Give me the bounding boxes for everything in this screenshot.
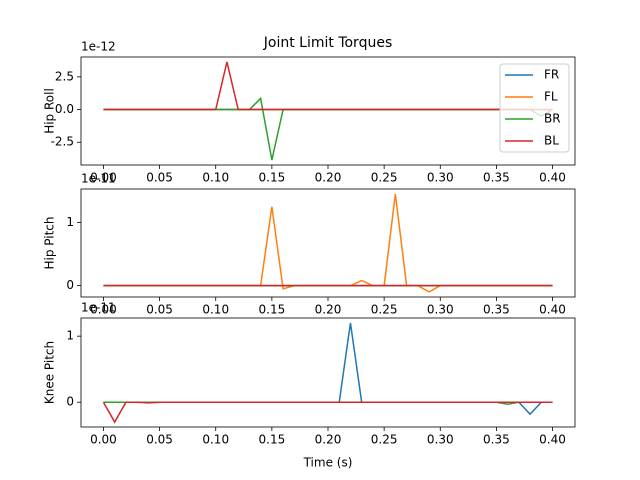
x-tick-label: 0.10 [202, 433, 229, 447]
x-tick-label: 0.05 [146, 433, 173, 447]
x-tick-label: 0.40 [539, 171, 566, 185]
offset-text: 1e-12 [81, 40, 116, 54]
series-line [102, 401, 553, 424]
y-tick-label: 1 [66, 329, 74, 343]
x-tick-label: 0.35 [483, 303, 510, 317]
series-line [103, 322, 553, 416]
x-tick-label: 0.00 [90, 303, 117, 317]
legend-label: FL [544, 90, 558, 104]
x-axis-label: Time (s) [303, 456, 353, 470]
chart-title: Joint Limit Torques [263, 35, 392, 51]
x-tick-label: 0.20 [315, 303, 342, 317]
x-tick-label: 0.15 [259, 171, 286, 185]
x-tick-label: 0.20 [315, 171, 342, 185]
legend-label: BL [544, 134, 559, 148]
x-tick-label: 0.30 [427, 433, 454, 447]
legend-box [499, 63, 570, 153]
series-line [103, 96, 553, 161]
y-tick-label: -2.5 [51, 135, 74, 149]
y-tick-label: 0.0 [55, 102, 74, 116]
y-axis-label: Knee Pitch [43, 341, 57, 404]
x-tick-label: 0.40 [539, 303, 566, 317]
x-tick-label: 0.25 [371, 433, 398, 447]
offset-text: 1e-11 [81, 172, 116, 186]
legend-label: BR [544, 112, 561, 126]
x-tick-label: 0.35 [483, 171, 510, 185]
axes-frame [80, 56, 576, 166]
subplot: Joint Limit Torques 1e-12 Hip Roll 0.00 0.05… [43, 35, 576, 185]
y-axis-label: Hip Roll [43, 88, 57, 134]
axes-frame [80, 317, 576, 428]
y-axis-label: Hip Pitch [43, 216, 57, 269]
x-tick-label: 0.30 [427, 171, 454, 185]
x-tick-label: 0.35 [483, 433, 510, 447]
subplot: 1e-11 Hip Pitch 0.00 0.05 0.10 0.15 0.20 0.25 0.… [43, 172, 576, 317]
y-tick-label: 0 [66, 395, 74, 409]
series-line [103, 61, 553, 111]
y-tick-label: 0 [66, 278, 74, 292]
x-tick-label: 0.20 [315, 433, 342, 447]
series-line [103, 193, 553, 293]
x-tick-label: 0.00 [90, 433, 117, 447]
offset-text: 1e-11 [81, 301, 116, 315]
subplot: 1e-11 Knee Pitch Time (s) 0.00 0.05 0.10 0.15 0… [43, 301, 576, 470]
x-tick-label: 0.10 [202, 171, 229, 185]
x-tick-label: 0.25 [371, 171, 398, 185]
x-tick-label: 0.05 [146, 303, 173, 317]
axes-frame [80, 188, 576, 298]
x-tick-label: 0.05 [146, 171, 173, 185]
x-tick-label: 0.25 [371, 303, 398, 317]
y-tick-label: 1 [66, 215, 74, 229]
x-tick-label: 0.00 [90, 171, 117, 185]
x-tick-label: 0.30 [427, 303, 454, 317]
x-tick-label: 0.40 [539, 433, 566, 447]
y-tick-label: 2.5 [55, 69, 74, 83]
legend-label: FR [544, 68, 559, 82]
x-tick-label: 0.15 [259, 303, 286, 317]
x-tick-label: 0.10 [202, 303, 229, 317]
x-tick-label: 0.15 [259, 433, 286, 447]
